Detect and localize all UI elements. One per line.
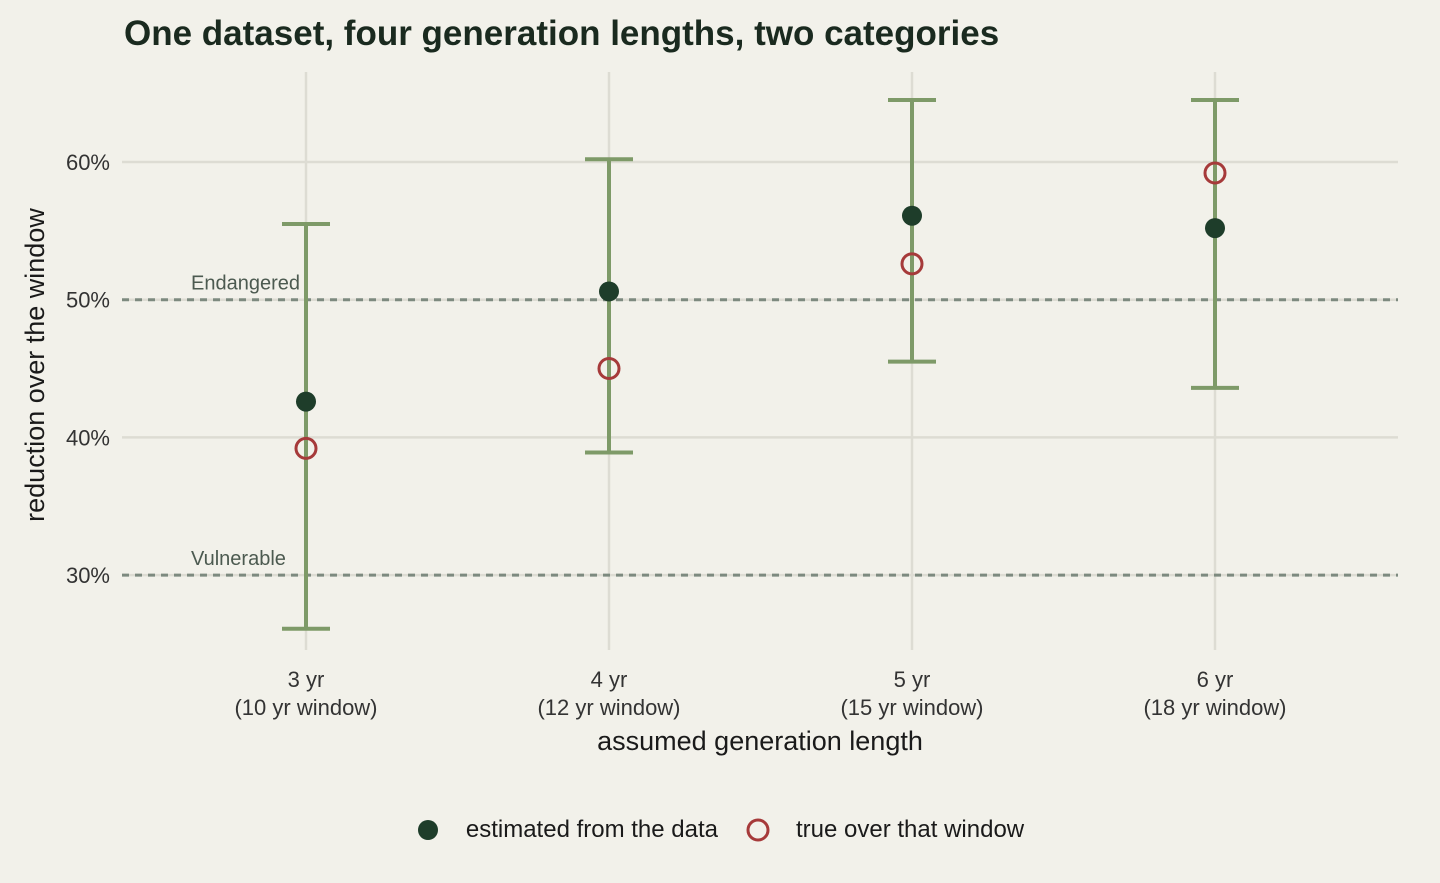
estimate-point bbox=[296, 391, 316, 412]
x-tick-label: (18 yr window) bbox=[1143, 695, 1286, 720]
chart-plot-area: Endangered Vulnerable 30% 40% 50% 60% 3 yr (10 … bbox=[20, 72, 1398, 756]
estimate-point bbox=[1205, 218, 1225, 239]
true-value-point bbox=[597, 357, 621, 381]
legend-item-true: true over that window bbox=[746, 816, 1024, 844]
true-value-point bbox=[1203, 161, 1227, 185]
x-axis-label: assumed generation length bbox=[597, 726, 923, 756]
reference-line-label: Endangered bbox=[191, 273, 300, 295]
x-tick-label: 5 yr bbox=[894, 667, 931, 692]
true-value-point bbox=[294, 436, 318, 460]
y-tick-label: 40% bbox=[66, 425, 110, 450]
estimate-point bbox=[902, 205, 922, 226]
y-axis-label: reduction over the window bbox=[20, 208, 50, 522]
chart-title: One dataset, four generation lengths, tw… bbox=[124, 14, 1000, 53]
x-tick-label: 6 yr bbox=[1197, 667, 1234, 692]
legend-item-estimated: estimated from the data bbox=[416, 816, 718, 844]
true-value-point bbox=[900, 252, 924, 276]
x-tick-label: 4 yr bbox=[591, 667, 628, 692]
x-tick-label: (10 yr window) bbox=[234, 695, 377, 720]
reference-line-label: Vulnerable bbox=[191, 548, 286, 570]
x-tick-label: 3 yr bbox=[288, 667, 325, 692]
estimate-point bbox=[599, 281, 619, 302]
y-tick-label: 50% bbox=[66, 288, 110, 313]
y-tick-label: 60% bbox=[66, 150, 110, 175]
x-tick-label: (15 yr window) bbox=[840, 695, 983, 720]
legend-filled-circle-marker bbox=[417, 820, 438, 840]
legend: estimated from the data true over that w… bbox=[0, 812, 1440, 848]
legend-label-true: true over that window bbox=[796, 816, 1025, 843]
legend-open-circle-marker bbox=[746, 818, 770, 842]
x-tick-label: (12 yr window) bbox=[537, 695, 680, 720]
y-tick-label: 30% bbox=[66, 563, 110, 588]
legend-label-estimated: estimated from the data bbox=[465, 816, 718, 843]
